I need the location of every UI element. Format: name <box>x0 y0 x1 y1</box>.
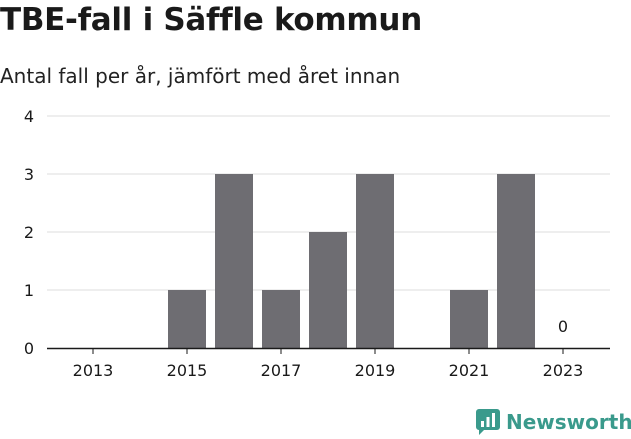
x-tick-label: 2023 <box>543 361 584 380</box>
bar <box>262 290 300 348</box>
x-tick-label: 2013 <box>73 361 114 380</box>
newsworthy-logo-icon <box>476 409 500 435</box>
newsworthy-logo: Newsworthy <box>476 409 631 435</box>
bar <box>215 174 253 348</box>
bar <box>168 290 206 348</box>
bar <box>356 174 394 348</box>
chart-subtitle: Antal fall per år, jämfört med året inna… <box>0 64 401 88</box>
y-tick-label: 3 <box>24 165 34 184</box>
bar <box>450 290 488 348</box>
y-tick-label: 4 <box>24 107 34 126</box>
y-tick-label: 2 <box>24 223 34 242</box>
bar <box>309 232 347 348</box>
x-tick-label: 2019 <box>355 361 396 380</box>
x-tick-label: 2015 <box>167 361 208 380</box>
newsworthy-logo-text: Newsworthy <box>506 410 631 434</box>
bar-chart: 0 1 2 3 4 2013 2015 2017 2019 2021 2023 0 <box>24 107 610 380</box>
bar <box>497 174 535 348</box>
x-tick-label: 2017 <box>261 361 302 380</box>
y-tick-label: 1 <box>24 281 34 300</box>
chart-title: TBE-fall i Säffle kommun <box>0 2 422 38</box>
y-tick-label: 0 <box>24 339 34 358</box>
data-label: 0 <box>558 317 568 336</box>
x-tick-label: 2021 <box>449 361 490 380</box>
